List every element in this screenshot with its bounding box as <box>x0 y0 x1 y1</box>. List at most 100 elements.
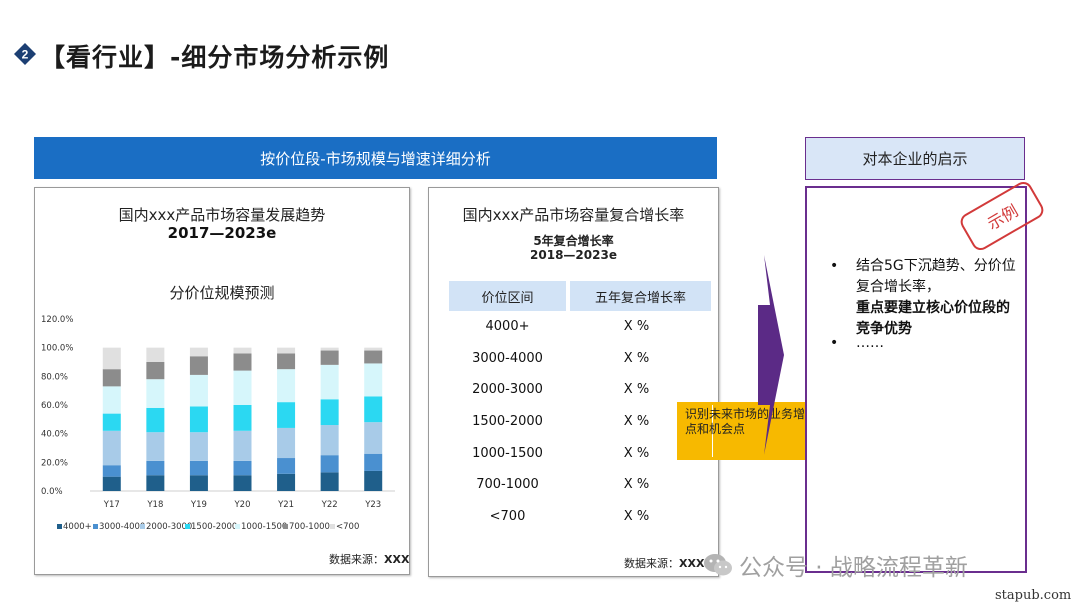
cell-cagr-value: X % <box>623 414 650 430</box>
analysis-banner: 按价位段-市场规模与增速详细分析 <box>34 137 717 179</box>
cell-cagr-value: X % <box>623 382 650 398</box>
table-row: 4000+ X % <box>449 311 711 343</box>
insight-callout: 识别未来市场的业务增长点和机会点 <box>677 402 826 460</box>
cell-price-range: 700-1000 <box>476 477 539 493</box>
bullet-marker: • <box>830 335 839 351</box>
legend-swatch <box>140 524 145 529</box>
callout-text: 识别未来市场的业务增长点和机会点 <box>685 407 818 436</box>
bar-segment <box>277 473 296 491</box>
implications-panel <box>805 186 1027 573</box>
legend-swatch <box>330 524 335 529</box>
bar-segment <box>320 425 339 456</box>
table-row: <700 X % <box>449 501 711 533</box>
wechat-logo-icon <box>704 554 732 576</box>
legend-swatch <box>185 524 190 529</box>
bar-segment <box>233 460 252 476</box>
bar-segment <box>233 405 252 431</box>
page-title: 【看行业】-细分市场分析示例 <box>40 43 390 72</box>
bar-segment <box>233 370 252 405</box>
cell-price-range: 2000-3000 <box>472 382 543 398</box>
legend-swatch <box>93 524 98 529</box>
chart-source-value: XXX <box>384 553 410 566</box>
x-tick-label: Y19 <box>190 500 207 510</box>
legend-swatch <box>57 524 62 529</box>
stacked-bar-chart: 分价位规模预测 0.0% 20.0% 40.0% 60.0% 80.0% 100.0% 120… <box>41 284 395 532</box>
bar-segment <box>189 347 208 357</box>
bar-segment <box>364 363 383 397</box>
cagr-panel: 国内xxx产品市场容量复合增长率 5年复合增长率 2018—2023e 价位区间… <box>428 187 719 577</box>
bar-segment <box>364 422 383 454</box>
bar-segment <box>189 356 208 375</box>
bar-segment <box>364 350 383 364</box>
cell-cagr-value: X % <box>623 350 650 366</box>
bar-segment <box>146 407 165 433</box>
bar-segment <box>320 472 339 491</box>
bar-segment <box>364 470 383 491</box>
bar-segment <box>102 347 121 370</box>
legend-label: 1500-2000 <box>191 522 237 532</box>
bar-segment <box>277 427 296 459</box>
section-number: 2 <box>22 48 29 62</box>
legend-swatch <box>235 524 240 529</box>
bar-segment <box>320 347 339 351</box>
bar-segment <box>189 406 208 433</box>
bar-segment <box>277 458 296 474</box>
bullet-marker: • <box>830 258 839 274</box>
cell-cagr-value: X % <box>623 445 650 461</box>
cagr-period: 2018—2023e <box>530 248 617 262</box>
bar-segment <box>102 413 121 431</box>
table-row: 3000-4000 X % <box>449 343 711 375</box>
x-tick-label: Y22 <box>321 500 338 510</box>
bar-segment <box>233 475 252 491</box>
cagr-table: 价位区间 五年复合增长率 4000+ X % 3000-4000 X % 2000-30… <box>449 281 711 532</box>
cagr-table-header: 价位区间 五年复合增长率 <box>449 281 711 311</box>
col-header-price-range: 价位区间 <box>449 281 566 311</box>
bar-segment <box>146 475 165 491</box>
bar-segment <box>146 362 165 380</box>
bar-segment <box>102 465 121 477</box>
legend-label: 4000+ <box>63 522 92 532</box>
y-tick-label: 20.0% <box>41 458 68 468</box>
cell-price-range: 1500-2000 <box>472 414 543 430</box>
cell-price-range: 3000-4000 <box>472 350 543 366</box>
site-footer: stapub.com <box>995 588 1072 603</box>
bar-segment <box>189 374 208 407</box>
cell-cagr-value: X % <box>623 508 650 524</box>
y-tick-label: 60.0% <box>41 401 68 411</box>
bar-segment <box>102 369 121 387</box>
chart-panel-title: 国内xxx产品市场容量发展趋势 <box>118 206 326 224</box>
table-row: 1000-1500 X % <box>449 437 711 469</box>
bar-segment <box>146 347 165 362</box>
bar-segment <box>102 476 121 491</box>
y-tick-label: 0.0% <box>41 487 63 497</box>
legend-label: 1000-1500 <box>241 522 287 532</box>
legend-label: 3000-4000 <box>99 522 145 532</box>
legend-label: 2000-3000 <box>146 522 192 532</box>
legend-label: <700 <box>336 522 359 532</box>
cell-price-range: <700 <box>489 508 526 524</box>
bar-segment <box>277 402 296 428</box>
watermark-text: 公众号 · 战略流程革新 <box>739 555 968 581</box>
bar-segment <box>189 432 208 461</box>
cell-cagr-value: X % <box>623 319 650 335</box>
bar-segment <box>233 347 252 354</box>
chart-source-label: 数据来源： <box>329 553 384 566</box>
bar-segment <box>146 460 165 476</box>
cell-price-range: 4000+ <box>485 319 530 335</box>
bar-segment <box>189 460 208 476</box>
table-row: 2000-3000 X % <box>449 374 711 406</box>
table-row: 700-1000 X % <box>449 469 711 501</box>
bar-segment <box>277 353 296 370</box>
cagr-source: 数据来源：XXX <box>624 555 704 571</box>
cagr-panel-title: 国内xxx产品市场容量复合增长率 <box>462 206 685 224</box>
col-header-cagr: 五年复合增长率 <box>570 281 711 311</box>
cagr-source-label: 数据来源： <box>624 557 679 570</box>
cagr-source-value: XXX <box>679 557 705 570</box>
bar-segment <box>233 353 252 371</box>
bar-segment <box>146 379 165 408</box>
x-tick-label: Y23 <box>364 500 381 510</box>
implication-item-1-line2: 重点要建立核心价位段的竞争优势 <box>856 300 1010 337</box>
bar-segment <box>320 399 339 426</box>
right-arrow-icon <box>758 255 784 455</box>
legend-label: 700-1000 <box>289 522 330 532</box>
